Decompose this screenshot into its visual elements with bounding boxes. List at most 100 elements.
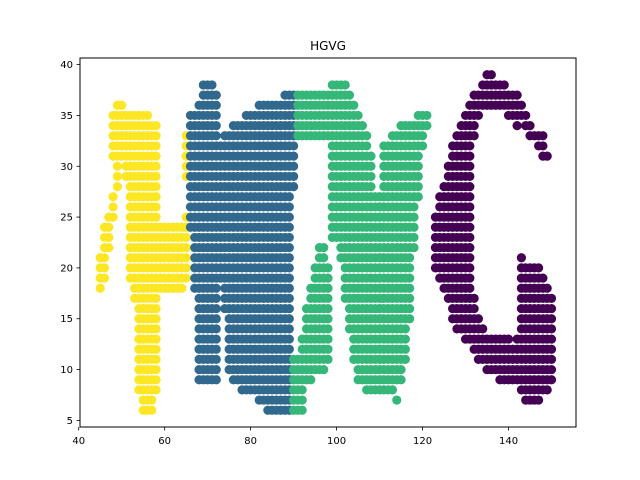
data-point bbox=[211, 334, 221, 344]
data-point bbox=[284, 324, 294, 334]
data-point bbox=[151, 151, 161, 161]
data-point bbox=[211, 121, 221, 131]
data-point bbox=[151, 212, 161, 222]
data-point bbox=[422, 110, 432, 121]
data-point bbox=[400, 354, 410, 364]
y-tick-label: 10 bbox=[60, 365, 73, 376]
series-3 bbox=[430, 70, 557, 405]
data-point bbox=[211, 375, 221, 385]
data-point bbox=[151, 314, 161, 324]
data-point bbox=[211, 324, 221, 334]
data-point bbox=[147, 395, 157, 405]
data-point bbox=[319, 364, 329, 375]
data-point bbox=[405, 263, 415, 273]
data-point bbox=[413, 192, 423, 202]
data-point bbox=[284, 253, 294, 263]
data-point bbox=[503, 334, 514, 344]
data-point bbox=[297, 405, 307, 415]
data-point bbox=[323, 283, 333, 293]
data-point bbox=[465, 141, 475, 151]
points-layer bbox=[95, 70, 557, 415]
data-point bbox=[211, 110, 221, 121]
data-point bbox=[473, 314, 484, 324]
data-point bbox=[521, 110, 531, 121]
data-point bbox=[104, 242, 114, 253]
data-point bbox=[211, 303, 221, 314]
chart-title: HGVG bbox=[310, 39, 346, 53]
data-point bbox=[151, 385, 161, 395]
data-point bbox=[405, 303, 415, 314]
data-point bbox=[284, 344, 294, 354]
data-point bbox=[469, 121, 479, 131]
data-point bbox=[465, 283, 475, 293]
data-point bbox=[323, 263, 333, 273]
data-point bbox=[323, 293, 333, 304]
data-point bbox=[284, 242, 294, 253]
y-tick-label: 35 bbox=[60, 111, 73, 122]
data-point bbox=[151, 375, 161, 385]
data-point bbox=[512, 90, 522, 100]
data-point bbox=[289, 161, 299, 171]
data-point bbox=[344, 90, 355, 100]
data-point bbox=[538, 141, 548, 151]
data-point bbox=[117, 100, 127, 110]
data-point bbox=[284, 192, 294, 202]
data-point bbox=[396, 375, 406, 385]
data-point bbox=[211, 364, 221, 375]
data-point bbox=[323, 273, 333, 283]
data-point bbox=[366, 161, 376, 171]
data-point bbox=[465, 253, 475, 263]
data-point bbox=[422, 121, 432, 131]
data-point bbox=[211, 131, 221, 141]
data-point bbox=[546, 354, 557, 364]
data-point bbox=[546, 375, 557, 385]
data-point bbox=[534, 263, 544, 273]
data-point bbox=[469, 293, 479, 304]
data-point bbox=[387, 385, 398, 395]
data-point bbox=[297, 395, 307, 405]
data-point bbox=[546, 303, 557, 314]
data-point bbox=[284, 202, 294, 212]
data-point bbox=[405, 253, 415, 263]
data-point bbox=[534, 395, 544, 405]
data-point bbox=[465, 222, 475, 232]
data-point bbox=[409, 242, 419, 253]
data-point bbox=[512, 121, 522, 131]
data-point bbox=[323, 344, 333, 354]
data-point bbox=[207, 80, 217, 90]
data-point bbox=[538, 131, 548, 141]
data-point bbox=[151, 181, 161, 192]
data-point bbox=[181, 232, 191, 243]
data-point bbox=[181, 253, 191, 263]
data-point bbox=[151, 303, 161, 314]
data-point bbox=[151, 171, 161, 182]
data-point bbox=[413, 171, 423, 182]
data-point bbox=[465, 161, 475, 171]
data-point bbox=[151, 354, 161, 364]
data-point bbox=[104, 222, 114, 232]
data-point bbox=[409, 202, 419, 212]
data-point bbox=[362, 141, 372, 151]
y-axis: 5 10 15 20 25 30 35 40 bbox=[60, 60, 80, 427]
data-point bbox=[478, 324, 488, 334]
data-point bbox=[289, 181, 299, 192]
data-point bbox=[99, 273, 110, 283]
data-point bbox=[405, 283, 415, 293]
data-point bbox=[151, 121, 161, 131]
data-point bbox=[284, 273, 294, 283]
data-point bbox=[151, 202, 161, 212]
data-point bbox=[525, 121, 535, 131]
data-point bbox=[284, 222, 294, 232]
data-point bbox=[108, 202, 118, 212]
data-point bbox=[400, 334, 410, 344]
data-point bbox=[413, 181, 423, 192]
data-point bbox=[151, 324, 161, 334]
data-point bbox=[417, 131, 428, 141]
data-point bbox=[181, 273, 191, 283]
data-point bbox=[177, 283, 187, 293]
data-point bbox=[112, 161, 122, 171]
data-point bbox=[323, 314, 333, 324]
data-point bbox=[469, 303, 479, 314]
data-point bbox=[417, 141, 428, 151]
